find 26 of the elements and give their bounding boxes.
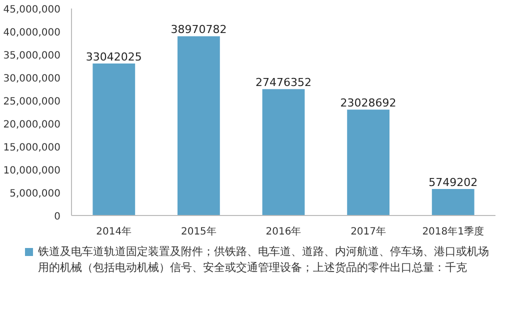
x-tick-label: 2018年1季度 [422, 226, 484, 238]
y-tick-label: 5,000,000 [10, 188, 61, 200]
bar [347, 110, 390, 216]
bar [432, 189, 474, 216]
data-label: 5749202 [428, 176, 478, 190]
data-label: 33042025 [86, 50, 142, 64]
bar [178, 36, 220, 216]
data-label: 23028692 [340, 96, 396, 110]
y-tick-label: 30,000,000 [3, 74, 61, 84]
y-tick-label: 45,000,000 [3, 4, 61, 16]
y-tick-label: 25,000,000 [3, 96, 61, 108]
y-tick-label: 10,000,000 [3, 166, 61, 176]
x-tick-label: 2015年 [180, 226, 216, 238]
legend-label: 铁道及电车道轨道固定装置及附件；供铁路、电车道、道路、内河航道、停车场、港口或机场用的机械（包括电动机械）信号、安全或交通管理设备；上述货品的零件出口总量：千克 [38, 244, 490, 276]
x-tick-label: 2014年 [96, 226, 132, 238]
x-tick-label: 2016年 [266, 226, 302, 238]
y-tick-label: 40,000,000 [3, 28, 61, 38]
y-tick-label: 15,000,000 [3, 142, 61, 154]
data-label: 27476352 [256, 76, 312, 90]
x-tick-label: 2017年 [350, 226, 386, 238]
y-tick-label: 35,000,000 [3, 50, 61, 62]
data-label: 38970782 [170, 23, 227, 36]
y-tick-label: 20,000,000 [3, 120, 61, 130]
y-tick-label: 0 [54, 212, 61, 222]
bar [92, 64, 136, 216]
bar [262, 89, 305, 216]
